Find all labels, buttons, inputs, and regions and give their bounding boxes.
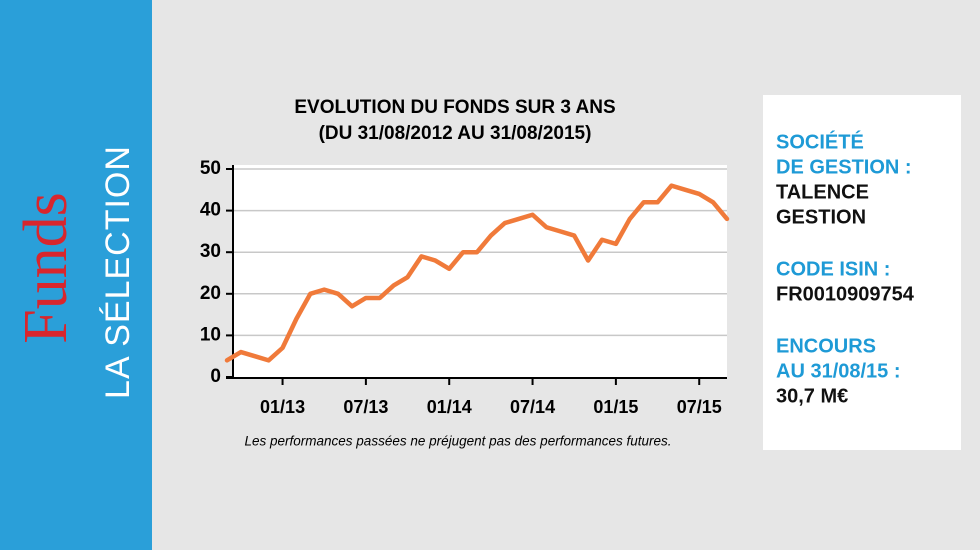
info-value: TALENCE: [776, 181, 869, 203]
x-tick-label: 01/13: [260, 397, 305, 417]
chart-title: EVOLUTION DU FONDS SUR 3 ANS: [294, 97, 615, 118]
info-panel: [763, 95, 961, 450]
info-label: CODE ISIN :: [776, 258, 890, 280]
info-label: SOCIÉTÉ: [776, 130, 864, 153]
x-tick-label: 07/14: [510, 397, 555, 417]
info-label: ENCOURS: [776, 335, 876, 357]
y-tick-label: 30: [200, 241, 221, 262]
sidebar: [0, 0, 152, 550]
info-value: FR0010909754: [776, 283, 915, 305]
y-tick-label: 40: [200, 200, 221, 221]
info-value: 30,7 M€: [776, 385, 848, 407]
plot-area: [233, 165, 727, 378]
sidebar-title: Funds: [12, 192, 80, 344]
y-tick-label: 20: [200, 283, 221, 304]
y-tick-label: 0: [210, 366, 221, 387]
chart-note: Les performances passées ne préjugent pa…: [245, 434, 672, 449]
info-label: AU 31/08/15 :: [776, 360, 901, 382]
info-label: DE GESTION :: [776, 156, 912, 178]
chart-subtitle: (DU 31/08/2012 AU 31/08/2015): [319, 123, 592, 144]
sidebar-subtitle: LA SÉLECTION: [99, 145, 137, 399]
x-tick-label: 07/13: [343, 397, 388, 417]
x-tick-label: 07/15: [677, 397, 722, 417]
x-tick-label: 01/14: [427, 397, 472, 417]
x-tick-label: 01/15: [593, 397, 638, 417]
y-tick-label: 50: [200, 158, 221, 179]
info-value: GESTION: [776, 206, 866, 228]
y-tick-label: 10: [200, 324, 221, 345]
data-line: [224, 183, 730, 363]
